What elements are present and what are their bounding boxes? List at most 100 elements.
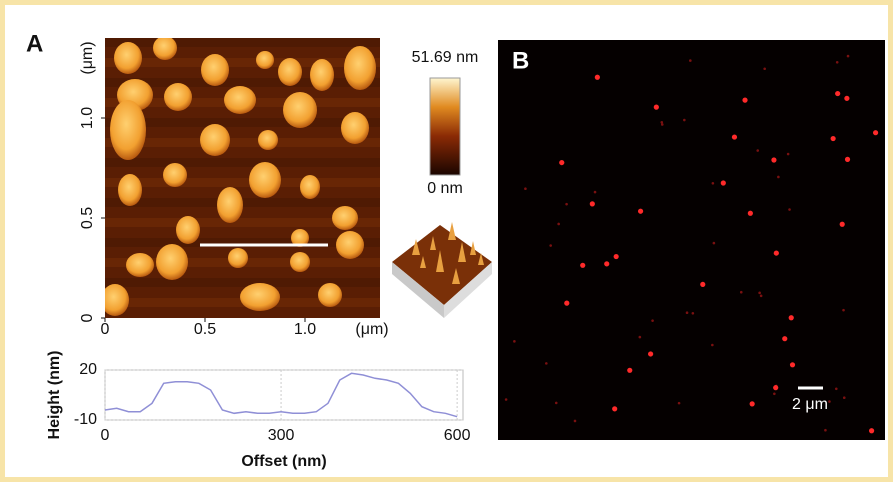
particle (201, 54, 229, 86)
particle (249, 162, 281, 198)
terrace (105, 58, 380, 67)
particle (153, 36, 177, 60)
fluorescent-spot (824, 429, 827, 432)
y-tick-label: 0.5 (79, 207, 96, 229)
fluorescent-spot (712, 182, 715, 185)
fluorescent-spot (843, 396, 846, 399)
particle (217, 187, 243, 223)
fluorescent-spot (651, 319, 654, 322)
fluorescent-spot (790, 362, 795, 367)
particle (310, 59, 334, 91)
particle (256, 51, 274, 69)
fluorescent-spot (788, 208, 791, 211)
x-tick-label: 0 (101, 427, 110, 444)
fluorescent-spot (594, 191, 597, 194)
fluorescent-spot (835, 91, 840, 96)
fluorescent-spot (580, 263, 585, 268)
fluorescent-spot (869, 428, 874, 433)
fluorescent-spot (840, 222, 845, 227)
fluorescent-spot (654, 105, 659, 110)
fluorescent-spot (773, 393, 776, 396)
x-axis-label: Offset (nm) (241, 453, 326, 470)
terrace (105, 118, 380, 127)
y-tick-label: 1.0 (79, 107, 96, 129)
colorbar (430, 78, 460, 175)
fluorescent-spot (847, 55, 850, 58)
fluorescent-spot (564, 301, 569, 306)
panel-label: A (26, 30, 43, 57)
fluorescent-spot (612, 406, 617, 411)
terrace (105, 138, 380, 147)
fluorescent-spot (873, 130, 878, 135)
fluorescent-spot (660, 121, 663, 124)
fluorescent-spot (835, 388, 838, 391)
x-tick-label: 300 (268, 427, 295, 444)
y-axis-label: Height (nm) (46, 351, 63, 440)
particle (224, 86, 256, 114)
page: {"panel_a": {"label": "A", "colorbar": {… (0, 0, 893, 482)
x-tick-label: 0.5 (194, 321, 216, 338)
fluorescent-spot (831, 136, 836, 141)
x-tick-label: 600 (444, 427, 471, 444)
fluorescent-spot (748, 211, 753, 216)
fluorescent-spot (648, 351, 653, 356)
fluorescent-spot (732, 134, 737, 139)
fluorescent-spot (513, 340, 516, 343)
particle (114, 42, 142, 74)
fluorescent-spot (842, 309, 845, 312)
fluorescent-spot (742, 98, 747, 103)
fluorescent-spot (524, 187, 527, 190)
fluorescent-spot (683, 119, 686, 122)
particle (163, 163, 187, 187)
fluorescent-spot (758, 292, 761, 295)
fluorescent-spot (590, 201, 595, 206)
fluorescent-spot (787, 153, 790, 156)
fluorescent-spot (505, 398, 508, 401)
fluorescent-spot (760, 295, 763, 298)
fluorescent-spot (763, 67, 766, 70)
colorbar-max: 51.69 nm (412, 49, 479, 66)
fluorescent-spot (692, 312, 695, 315)
fluorescent-spot (777, 176, 780, 179)
particle (290, 252, 310, 272)
particle (240, 283, 280, 311)
x-tick-label: 1.0 (294, 321, 316, 338)
x-tick-label: 0 (101, 321, 110, 338)
fluorescent-spot (774, 250, 779, 255)
particle (258, 130, 278, 150)
fluorescent-spot (565, 203, 568, 206)
particle (200, 124, 230, 156)
fluorescent-spot (845, 157, 850, 162)
particle (228, 248, 248, 268)
y-tick-label: 20 (79, 361, 97, 378)
particle (332, 206, 358, 230)
particle (278, 58, 302, 86)
terrace (105, 158, 380, 167)
y-axis-label: (μm) (79, 41, 96, 74)
particle (283, 92, 317, 128)
fluorescent-spot (639, 336, 642, 339)
fluorescent-spot (689, 59, 692, 62)
fluorescent-spot (844, 96, 849, 101)
panel-label: B (512, 47, 529, 74)
fluorescent-spot (545, 362, 548, 365)
fluorescent-spot (828, 400, 831, 403)
fluorescence-image (498, 40, 885, 440)
particle (156, 244, 188, 280)
fluorescent-spot (595, 75, 600, 80)
colorbar-min: 0 nm (427, 180, 463, 197)
fluorescent-spot (740, 291, 743, 294)
particle (126, 253, 154, 277)
fluorescent-spot (686, 311, 689, 314)
fluorescent-spot (627, 368, 632, 373)
particle (110, 100, 146, 160)
particle (176, 216, 200, 244)
fluorescent-spot (661, 123, 664, 126)
particle (344, 46, 376, 90)
figure: A 51.69 nm 0 nm B 2 μm 00.51.000.51.0(μm… (0, 0, 893, 482)
y-tick-label: -10 (74, 411, 97, 428)
fluorescent-spot (604, 261, 609, 266)
fluorescent-spot (549, 244, 552, 247)
fluorescent-spot (638, 209, 643, 214)
fluorescent-spot (555, 402, 558, 405)
